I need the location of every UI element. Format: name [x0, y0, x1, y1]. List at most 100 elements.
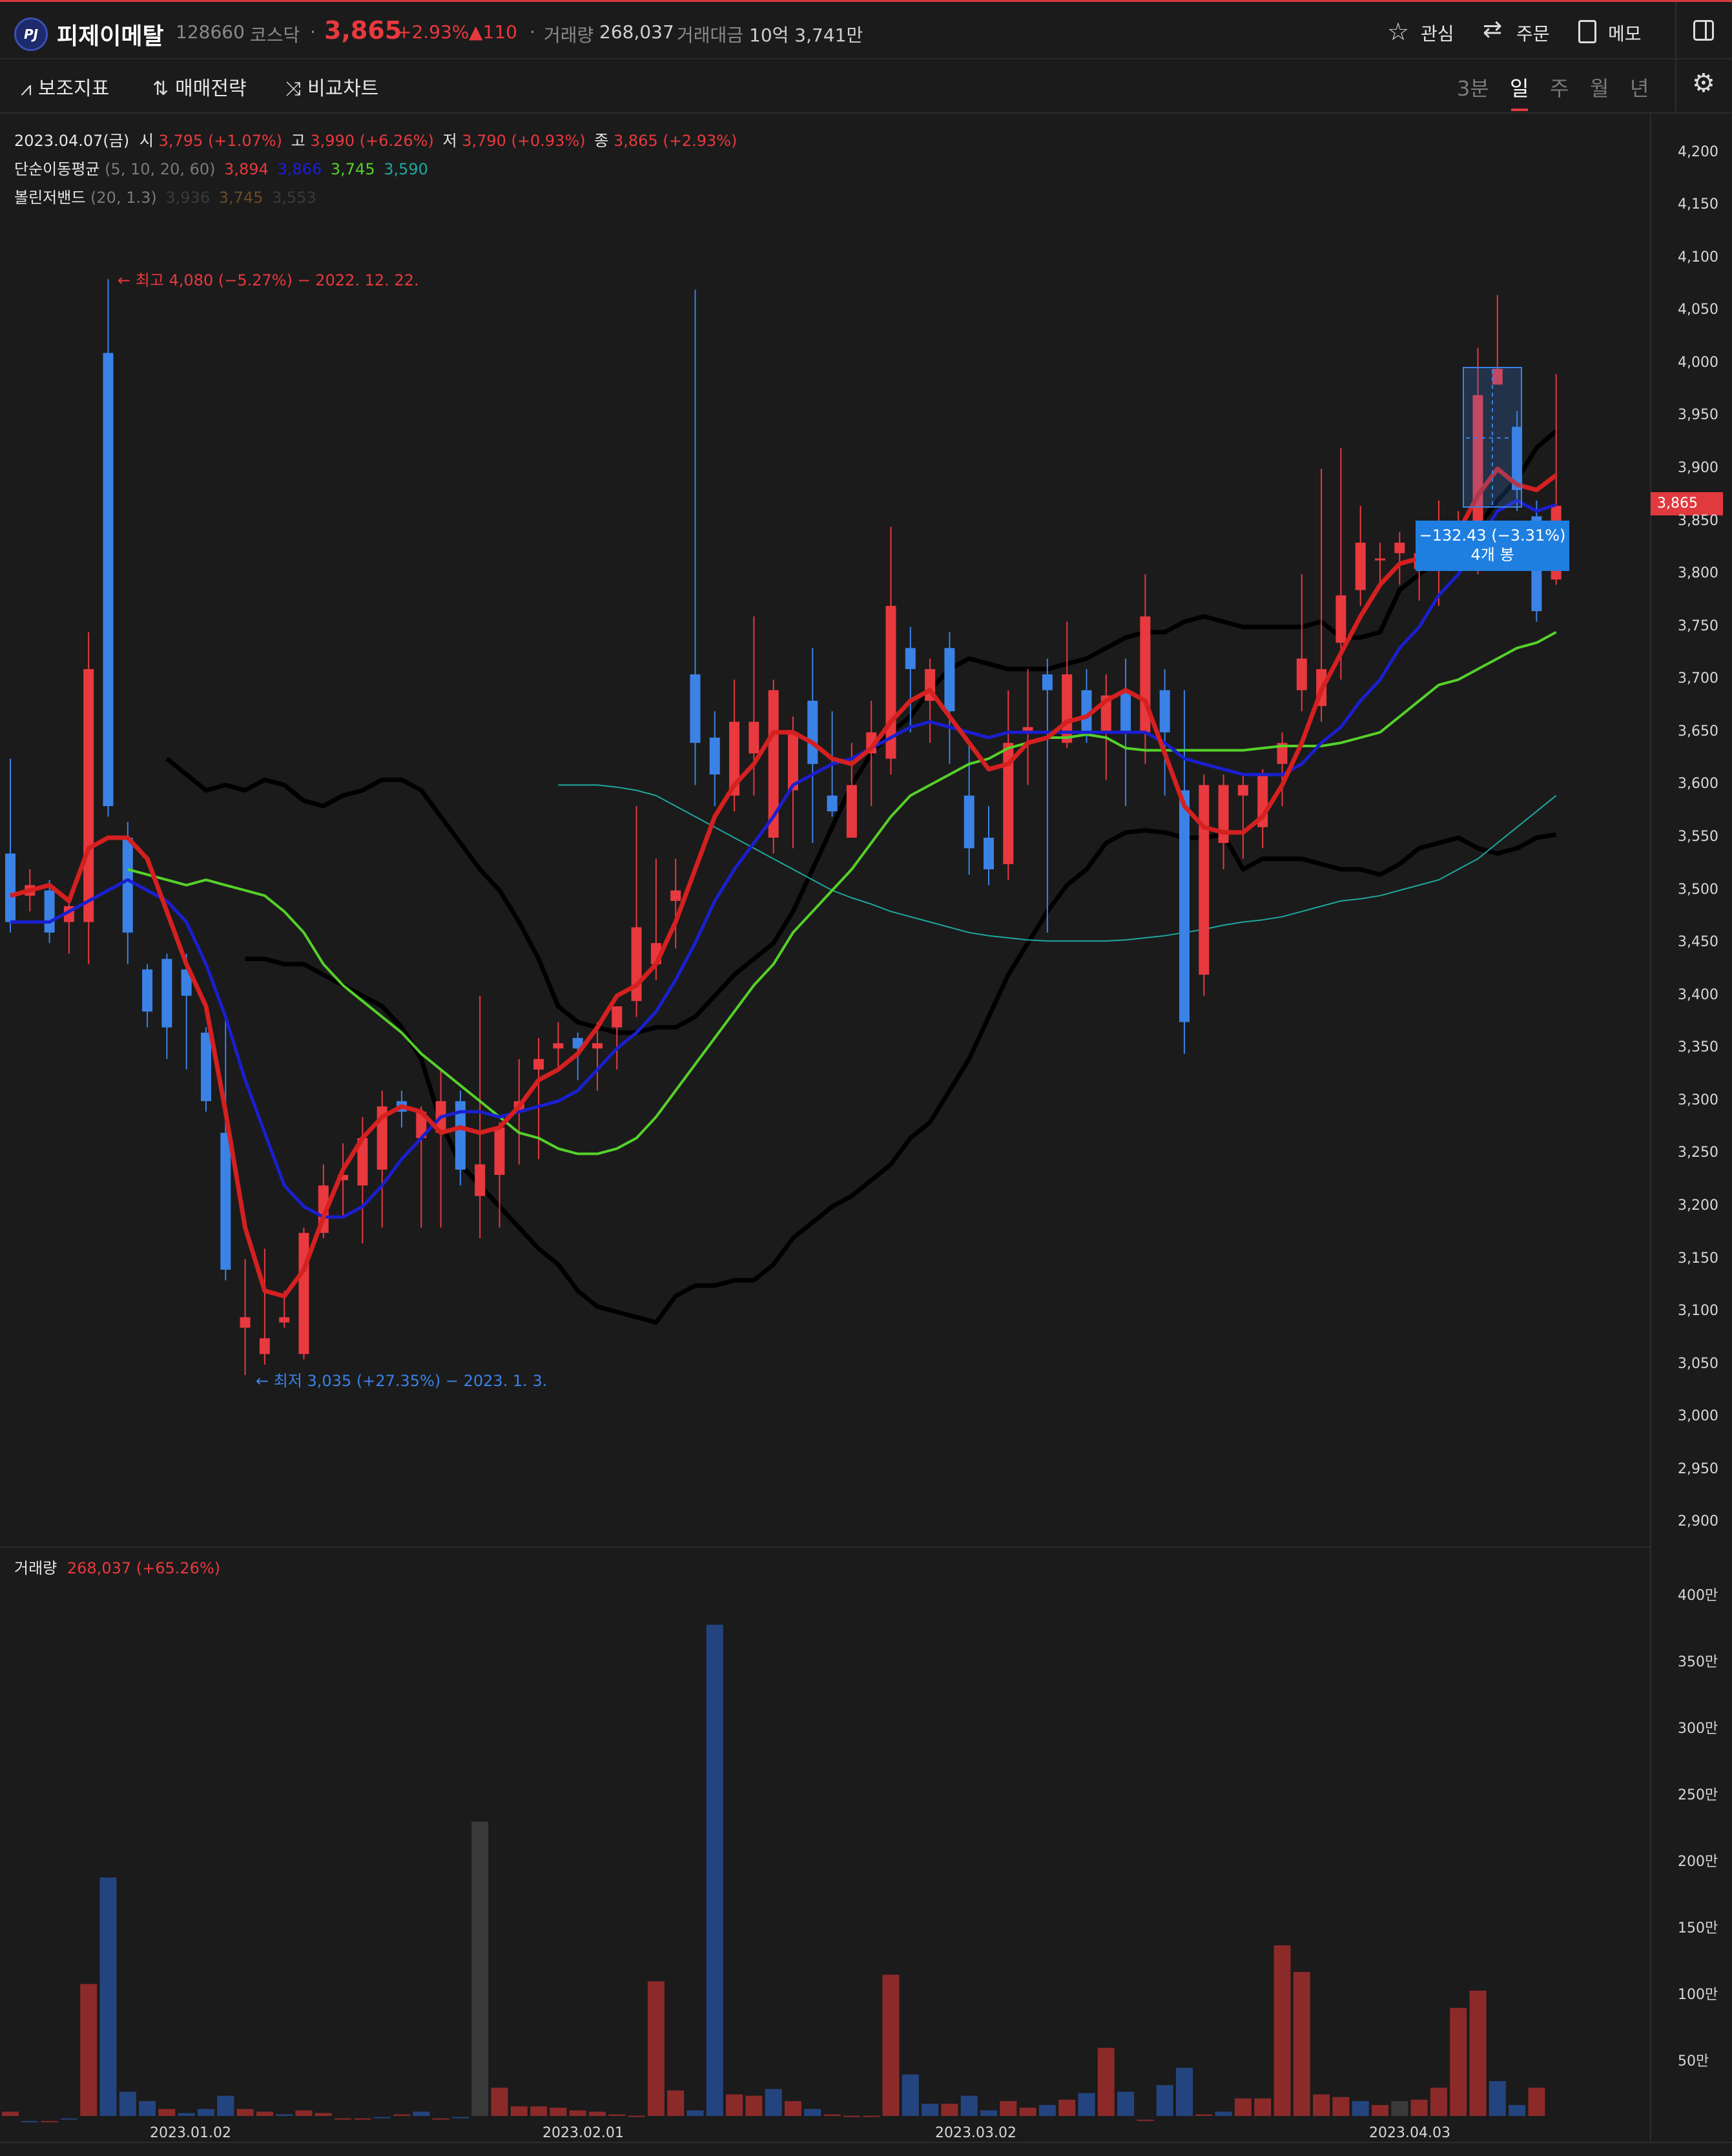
volume-tick-label: 300만 [1678, 1721, 1718, 1737]
bollinger-lower-line [245, 828, 1557, 1325]
volume-bar [256, 2111, 273, 2116]
price-tick-label: 3,900 [1678, 459, 1718, 476]
volume-bar [1430, 2088, 1447, 2116]
volume-tick-label: 350만 [1678, 1654, 1718, 1670]
volume-bar [1117, 2091, 1135, 2116]
price-tick-label: 4,050 [1678, 302, 1718, 318]
period-tab-day[interactable]: 일 [1510, 76, 1529, 101]
volume-bar [393, 2114, 410, 2116]
measure-bars: 4개 봉 [1470, 546, 1514, 564]
candle-body [572, 1037, 583, 1049]
high-label: 고 [291, 132, 305, 150]
volume-bar [1038, 2105, 1056, 2116]
panel-toggle-button[interactable] [1675, 2, 1732, 60]
compare-button[interactable]: ⤨ 비교차트 [285, 72, 378, 101]
price-axis-divider [1650, 114, 1651, 2142]
chart-toolbar: ⩘ 보조지표 ⇅ 매매전략 ⤨ 비교차트 3분 일 주 월 년 ⚙ [0, 59, 1732, 114]
period-tab-week[interactable]: 주 [1550, 76, 1569, 101]
volume-bar [1528, 2088, 1545, 2116]
price-tick-label: 4,000 [1678, 354, 1718, 371]
low-label: 저 [442, 132, 457, 150]
low-value: 3,790 (+0.93%) [462, 132, 586, 150]
settings-button[interactable]: ⚙ [1675, 59, 1732, 114]
volume-bar [295, 2110, 313, 2116]
candle-body [240, 1317, 251, 1328]
price-tick-label: 3,850 [1678, 512, 1718, 529]
volume-bar [1234, 2098, 1252, 2116]
volume-bar [765, 2089, 782, 2116]
sma10-line [10, 499, 1557, 1219]
candle-body [1179, 790, 1190, 1022]
date-tick-label: 2023.01.02 [150, 2125, 231, 2141]
price-tick-label: 3,950 [1678, 407, 1718, 424]
price-tick-label: 3,400 [1678, 986, 1718, 1003]
volume-bar [902, 2074, 919, 2116]
date-tick-label: 2023.04.03 [1369, 2125, 1450, 2141]
separator-dot: · [310, 21, 316, 43]
volume-bar [491, 2088, 508, 2116]
candle-body [905, 648, 916, 669]
volume-bar [1137, 2119, 1154, 2121]
candle-body [690, 674, 701, 743]
sma-label: 단순이동평균 [14, 160, 100, 178]
stock-name: 피제이메탈 [57, 23, 164, 50]
change-amount: ▲110 [469, 21, 517, 43]
volume-bar [451, 2117, 469, 2119]
sma-params: (5, 10, 20, 60) [105, 160, 216, 178]
volume-legend: 거래량 268,037 (+65.26%) [14, 1555, 220, 1578]
indicators-button[interactable]: ⩘ 보조지표 [21, 72, 109, 101]
candle-body [553, 1043, 564, 1049]
volume-bar [1332, 2097, 1350, 2116]
separator-dot-2: · [530, 21, 535, 43]
volume-tick-label: 150만 [1678, 1920, 1718, 1936]
open-label: 시 [139, 132, 154, 150]
bollinger-legend[interactable]: 볼린저밴드 (20, 1.3) 3,936 3,745 3,553 [14, 185, 316, 207]
volume-bar [314, 2113, 332, 2116]
volume-bar [550, 2108, 567, 2116]
volume-bar [530, 2106, 548, 2116]
bollinger-upper-line [165, 429, 1558, 1035]
star-icon: ☆ [1387, 17, 1410, 46]
bb-label: 볼린저밴드 [14, 189, 86, 207]
high-value: 3,990 (+6.26%) [310, 132, 434, 150]
volume-bar [589, 2111, 606, 2116]
volume-bar [139, 2100, 156, 2116]
volume-bar [510, 2106, 528, 2116]
bottom-divider [0, 2142, 1732, 2143]
strategy-button[interactable]: ⇅ 매매전략 [152, 72, 247, 101]
volume-bar [60, 2118, 77, 2120]
volume-bar [922, 2104, 939, 2116]
period-tab-3min[interactable]: 3분 [1457, 76, 1489, 101]
volume-bar [1450, 2007, 1467, 2116]
volume-bar [99, 1877, 117, 2116]
candle-body [807, 700, 818, 764]
gear-icon: ⚙ [1692, 68, 1715, 98]
volume-bar [1000, 2100, 1017, 2116]
price-tick-label: 3,450 [1678, 934, 1718, 951]
volume-bar [823, 2114, 841, 2116]
candle-body [494, 1127, 505, 1176]
candle-body [1512, 426, 1523, 490]
volume-bar [1215, 2111, 1232, 2116]
price-tick-label: 3,500 [1678, 881, 1718, 898]
candle-body [5, 853, 15, 922]
volume-bar [726, 2094, 743, 2116]
candle-body [631, 927, 642, 1001]
candle-body [827, 795, 838, 812]
stock-code: 128660 [176, 21, 245, 43]
price-tick-label: 3,200 [1678, 1197, 1718, 1214]
sma10-value: 3,866 [277, 160, 322, 178]
candle-body [1492, 368, 1503, 385]
period-tab-year[interactable]: 년 [1630, 76, 1649, 101]
period-tab-month[interactable]: 월 [1590, 76, 1609, 101]
candle-body [83, 669, 94, 922]
candle-body [1277, 743, 1288, 764]
candle-body [1120, 690, 1131, 732]
sma5-value: 3,894 [224, 160, 269, 178]
candle-body [475, 1164, 486, 1196]
volume-bar [628, 2115, 645, 2117]
sma-legend[interactable]: 단순이동평균 (5, 10, 20, 60) 3,894 3,866 3,745… [14, 156, 428, 179]
shuffle-icon: ⤨ [285, 78, 301, 100]
volume-bar [667, 2090, 685, 2116]
